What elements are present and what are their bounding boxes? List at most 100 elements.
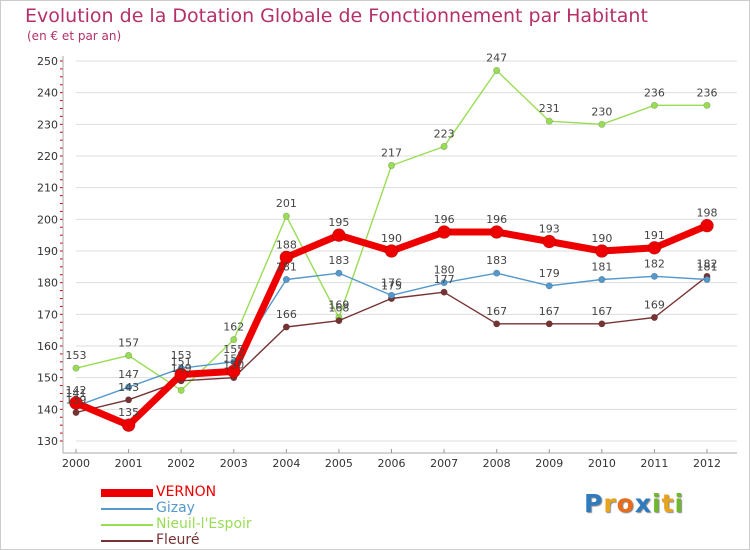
data-label-gizay: 182 <box>644 257 665 270</box>
axes: 130 140 150 160 170 180 190 200 210 220 230 240 250 2… <box>37 55 737 470</box>
chart-title: Evolution de la Dotation Globale de Fonc… <box>25 5 648 27</box>
x-tick-label: 2007 <box>430 457 458 470</box>
data-point-gizay <box>545 282 553 290</box>
logo-letter: x <box>634 489 652 518</box>
data-label-vernon: 188 <box>276 238 297 251</box>
logo-letter: i <box>674 489 685 518</box>
x-tick-label: 2012 <box>693 457 721 470</box>
legend: VERNON Gizay Nieuil-l'Espoir Fleuré <box>101 484 401 549</box>
data-point-vernon <box>384 244 399 258</box>
data-label-vernon: 135 <box>118 406 139 419</box>
data-label-gizay: 181 <box>591 261 612 274</box>
data-point-vernon <box>489 225 504 239</box>
data-point-vernon <box>542 234 557 249</box>
data-label-fleur-: 149 <box>171 362 192 375</box>
data-label-fleur-: 166 <box>276 308 297 321</box>
data-label-nieuil-l-espoir: 169 <box>328 299 349 312</box>
x-tick-label: 2006 <box>378 457 406 470</box>
legend-swatch-vernon <box>101 489 153 497</box>
x-tick-label: 2005 <box>325 457 353 470</box>
data-point-fleur- <box>282 323 290 331</box>
data-label-nieuil-l-espoir: 217 <box>381 147 402 160</box>
legend-label-gizay: Gizay <box>156 500 195 516</box>
legend-item-gizay: Gizay <box>101 500 401 517</box>
legend-label-nieuil: Nieuil-l'Espoir <box>156 516 252 532</box>
data-label-nieuil-l-espoir: 162 <box>223 321 244 334</box>
data-label-gizay: 181 <box>697 261 718 274</box>
data-point-gizay <box>493 269 501 277</box>
data-label-fleur-: 168 <box>328 302 349 315</box>
y-tick-label: 220 <box>37 150 58 163</box>
data-label-nieuil-l-espoir: 157 <box>118 337 139 350</box>
data-label-fleur-: 175 <box>381 280 402 293</box>
x-tick-label: 2010 <box>588 457 616 470</box>
data-label-gizay: 181 <box>276 261 297 274</box>
data-point-nieuil-l-espoir <box>545 117 553 125</box>
data-point-nieuil-l-espoir <box>387 162 395 170</box>
data-label-vernon: 190 <box>381 232 402 245</box>
data-point-nieuil-l-espoir <box>230 336 238 344</box>
data-point-vernon <box>279 250 294 265</box>
y-tick-label: 200 <box>37 213 58 226</box>
logo-letter: P <box>584 489 604 518</box>
logo-letter: r <box>603 489 617 518</box>
legend-item-vernon: VERNON <box>101 484 401 501</box>
data-point-nieuil-l-espoir <box>493 67 501 75</box>
data-label-nieuil-l-espoir: 231 <box>539 102 560 115</box>
data-point-vernon <box>595 244 609 258</box>
data-label-fleur-: 167 <box>486 305 507 318</box>
data-label-gizay: 141 <box>66 387 87 400</box>
data-point-nieuil-l-espoir <box>440 143 448 151</box>
data-point-fleur- <box>650 313 658 321</box>
data-point-fleur- <box>125 396 133 404</box>
data-label-gizay: 183 <box>328 254 349 267</box>
y-tick-label: 130 <box>37 435 58 448</box>
chart-subtitle: (en € et par an) <box>27 29 122 43</box>
data-point-nieuil-l-espoir <box>703 101 711 109</box>
data-point-vernon <box>647 241 662 255</box>
data-label-gizay: 183 <box>486 254 507 267</box>
data-label-fleur-: 167 <box>591 305 612 318</box>
x-tick-label: 2002 <box>167 457 195 470</box>
logo-letter: i <box>652 489 662 518</box>
legend-item-nieuil: Nieuil-l'Espoir <box>101 516 401 533</box>
data-label-gizay: 147 <box>118 368 139 381</box>
y-tick-label: 140 <box>37 403 58 416</box>
legend-item-fleure: Fleuré <box>101 532 401 549</box>
legend-label-vernon: VERNON <box>156 484 217 500</box>
data-label-nieuil-l-espoir: 230 <box>591 105 612 118</box>
x-tick-label: 2001 <box>115 457 143 470</box>
data-point-gizay <box>387 291 395 299</box>
data-point-gizay <box>440 279 448 287</box>
x-tick-label: 2011 <box>640 457 668 470</box>
data-label-nieuil-l-espoir: 223 <box>434 128 455 141</box>
data-point-nieuil-l-espoir <box>598 120 606 128</box>
logo-letter: t <box>661 489 675 518</box>
data-label-nieuil-l-espoir: 236 <box>697 86 718 99</box>
data-label-fleur-: 143 <box>118 381 139 394</box>
data-point-gizay <box>598 275 606 283</box>
data-label-fleur-: 150 <box>223 359 244 372</box>
y-tick-label: 210 <box>37 182 58 195</box>
data-label-gizay: 179 <box>539 267 560 280</box>
data-label-vernon: 151 <box>171 356 192 369</box>
data-label-fleur-: 139 <box>66 394 87 407</box>
data-label-nieuil-l-espoir: 236 <box>644 86 665 99</box>
data-label-gizay: 153 <box>171 349 192 362</box>
data-label-nieuil-l-espoir: 153 <box>66 349 87 362</box>
y-tick-label: 250 <box>37 55 58 68</box>
x-tick-label: 2009 <box>535 457 563 470</box>
data-label-vernon: 198 <box>697 207 718 220</box>
data-point-gizay <box>650 272 658 280</box>
data-label-gizay: 180 <box>434 264 455 277</box>
data-label-nieuil-l-espoir: 201 <box>276 197 297 210</box>
data-point-vernon <box>437 225 451 239</box>
data-point-vernon <box>121 418 136 432</box>
data-point-fleur- <box>545 320 553 328</box>
data-point-nieuil-l-espoir <box>177 386 185 394</box>
x-tick-label: 2000 <box>62 457 90 470</box>
data-point-fleur- <box>598 320 606 328</box>
x-tick-label: 2004 <box>272 457 300 470</box>
